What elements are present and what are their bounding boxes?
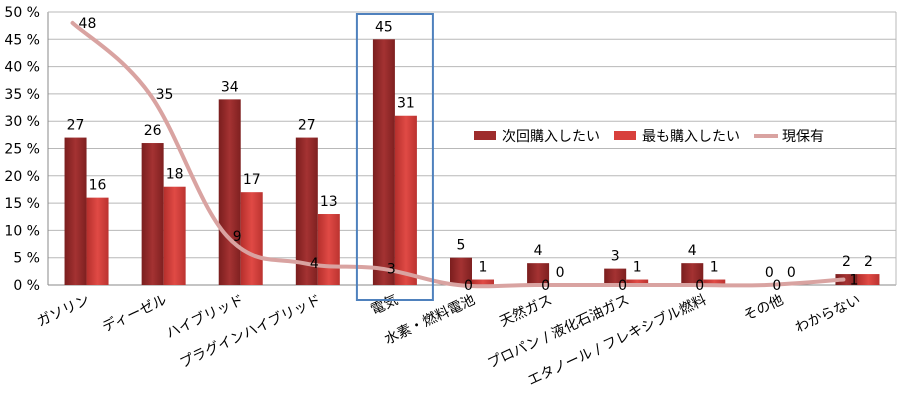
line-data-label: 0 <box>541 278 550 294</box>
line-data-label: 0 <box>618 278 627 294</box>
bar <box>219 99 241 285</box>
line-data-label: 4 <box>310 256 319 272</box>
bar-data-label: 0 <box>556 265 565 281</box>
line-data-label: 1 <box>849 273 858 289</box>
bar-data-label: 5 <box>457 238 466 254</box>
bar-data-label: 34 <box>221 79 239 95</box>
bar-data-label: 4 <box>534 243 543 259</box>
bar-data-label: 4 <box>688 243 697 259</box>
y-tick-label: 20 % <box>4 169 40 185</box>
y-tick-label: 35 % <box>4 87 40 103</box>
y-tick-label: 40 % <box>4 60 40 76</box>
x-tick-label: 天然ガス <box>497 291 555 330</box>
line-data-label: 0 <box>695 278 704 294</box>
line-data-label: 9 <box>233 229 242 245</box>
bar-data-label: 1 <box>479 260 488 276</box>
x-tick-label: ディーゼル <box>100 291 170 336</box>
y-tick-label: 15 % <box>4 196 40 212</box>
x-tick-label: わからない <box>793 292 863 336</box>
bar <box>373 39 395 285</box>
bar-data-label: 16 <box>89 178 107 194</box>
legend-swatch <box>474 131 496 140</box>
y-tick-label: 30 % <box>4 114 40 130</box>
y-tick-label: 5 % <box>13 251 40 267</box>
x-tick-label: プラグインハイブリッド <box>177 291 324 371</box>
bar-data-label: 0 <box>787 265 796 281</box>
x-tick-label: ガソリン <box>35 292 93 330</box>
bar <box>241 192 263 285</box>
bar <box>318 214 340 285</box>
bar-data-label: 17 <box>243 172 261 188</box>
y-tick-label: 10 % <box>4 223 40 239</box>
line-data-label: 0 <box>772 278 781 294</box>
bar-data-label: 27 <box>67 118 85 134</box>
bar-data-label: 2 <box>864 254 873 270</box>
bar-data-label: 26 <box>144 123 162 139</box>
bar-data-label: 18 <box>166 167 184 183</box>
line-data-label: 3 <box>387 262 396 278</box>
x-tick-label: 電気 <box>368 292 400 318</box>
bar <box>164 187 186 285</box>
legend-label: 次回購入したい <box>502 129 600 145</box>
line-data-label: 48 <box>79 16 97 32</box>
bar-data-label: 13 <box>320 194 338 210</box>
y-tick-label: 45 % <box>4 32 40 48</box>
y-tick-label: 0 % <box>13 278 40 294</box>
bar-data-label: 1 <box>710 260 719 276</box>
bar-data-label: 1 <box>633 260 642 276</box>
x-tick-label: その他 <box>741 292 786 324</box>
axes: 0 %5 %10 %15 %20 %25 %30 %35 %40 %45 %50… <box>4 5 896 389</box>
legend-swatch <box>614 131 636 140</box>
legend-label: 現保有 <box>782 129 824 145</box>
y-tick-label: 50 % <box>4 5 40 21</box>
bar-data-label: 45 <box>375 19 393 35</box>
bar <box>142 143 164 285</box>
bar <box>65 138 87 285</box>
bar <box>87 198 109 285</box>
bar-data-label: 3 <box>611 249 620 265</box>
y-tick-label: 25 % <box>4 142 40 158</box>
line-data-label: 0 <box>464 278 473 294</box>
line-data-label: 35 <box>156 87 174 103</box>
bar <box>395 116 417 285</box>
bar <box>857 274 879 285</box>
legend-label: 最も購入したい <box>642 129 740 145</box>
legend: 次回購入したい 最も購入したい 現保有 <box>474 129 824 145</box>
bar-data-label: 31 <box>397 96 415 112</box>
bar-data-label: 27 <box>298 118 316 134</box>
bar-data-label: 2 <box>842 254 851 270</box>
